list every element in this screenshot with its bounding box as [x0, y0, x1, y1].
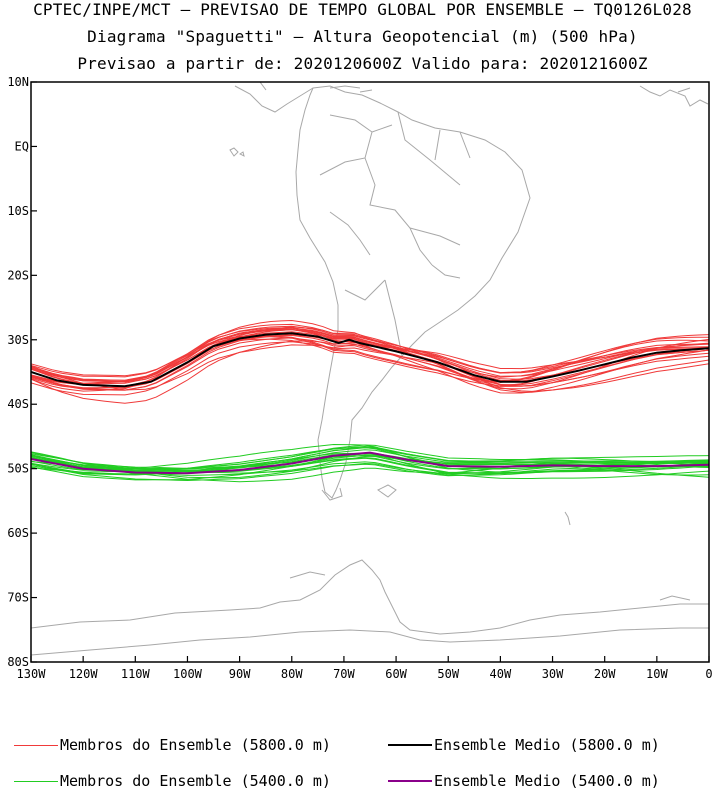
- legend-label: Ensemble Medio (5400.0 m): [434, 772, 660, 790]
- lat-tick-label: 40S: [7, 397, 29, 411]
- member-5400-line: [31, 443, 709, 473]
- legend-swatch-red: [14, 744, 58, 746]
- lat-tick-label: 60S: [7, 526, 29, 540]
- lon-tick-label: 10W: [646, 667, 668, 681]
- lon-tick-label: 60W: [385, 667, 407, 681]
- lat-tick-label: EQ: [15, 139, 29, 153]
- member-5800-line: [31, 327, 709, 378]
- latitude-axis: 10N EQ 10S 20S 30S 40S 50S 60S 70S 80S: [7, 75, 37, 669]
- lon-tick-label: 110W: [121, 667, 151, 681]
- lat-tick-label: 30S: [7, 333, 29, 347]
- lon-tick-label: 100W: [173, 667, 203, 681]
- member-5400-line: [31, 449, 709, 471]
- member-5800-line: [31, 325, 709, 382]
- legend-label: Ensemble Medio (5800.0 m): [434, 736, 660, 754]
- lat-tick-label: 20S: [7, 268, 29, 282]
- legend-swatch-black: [388, 744, 432, 746]
- lat-tick-label: 80S: [7, 655, 29, 669]
- title-line-3: Previsao a partir de: 2020120600Z Valido…: [77, 54, 648, 73]
- legend-swatch-purple: [388, 780, 432, 782]
- lat-tick-label: 50S: [7, 462, 29, 476]
- mean-5400-line: [31, 451, 709, 475]
- contour-lines: [31, 319, 709, 483]
- member-5400-line: [31, 452, 709, 475]
- lat-tick-label: 10N: [7, 75, 29, 89]
- lon-tick-label: 40W: [490, 667, 512, 681]
- lat-tick-label: 70S: [7, 591, 29, 605]
- lat-tick-label: 10S: [7, 204, 29, 218]
- legend-members-5800: Membros do Ensemble (5800.0 m): [14, 736, 331, 754]
- member-5800-line: [31, 334, 709, 391]
- lon-tick-label: 70W: [333, 667, 355, 681]
- lon-tick-label: 120W: [69, 667, 99, 681]
- member-5400-line: [31, 457, 709, 483]
- lon-tick-label: 90W: [229, 667, 251, 681]
- legend-label: Membros do Ensemble (5400.0 m): [60, 772, 331, 790]
- legend-swatch-green: [14, 780, 58, 782]
- lon-tick-label: 130W: [17, 667, 47, 681]
- plot-frame: [30, 81, 710, 663]
- legend-mean-5400: Ensemble Medio (5400.0 m): [388, 772, 660, 790]
- member-5400-line: [31, 453, 709, 470]
- member-5400-line: [31, 446, 709, 472]
- coastline-map: [31, 82, 709, 656]
- member-5800-line: [31, 334, 709, 389]
- title-line-1: CPTEC/INPE/MCT – PREVISAO DE TEMPO GLOBA…: [33, 0, 692, 19]
- lon-tick-label: 50W: [437, 667, 459, 681]
- member-5800-line: [31, 327, 709, 387]
- lon-tick-label: 30W: [542, 667, 564, 681]
- longitude-axis: 130W 120W 110W 100W 90W 80W 70W 60W 50W 40W 30W 20W…: [17, 656, 713, 681]
- legend-members-5400: Membros do Ensemble (5400.0 m): [14, 772, 331, 790]
- member-5800-line: [31, 328, 709, 394]
- title-line-2: Diagrama "Spaguetti" – Altura Geopotenci…: [87, 27, 638, 46]
- lon-tick-label: 0: [705, 667, 712, 681]
- mean-5800-line: [31, 332, 709, 388]
- lon-tick-label: 20W: [594, 667, 616, 681]
- legend-mean-5800: Ensemble Medio (5800.0 m): [388, 736, 660, 754]
- member-5800-line: [31, 323, 709, 385]
- legend-label: Membros do Ensemble (5800.0 m): [60, 736, 331, 754]
- lon-tick-label: 80W: [281, 667, 303, 681]
